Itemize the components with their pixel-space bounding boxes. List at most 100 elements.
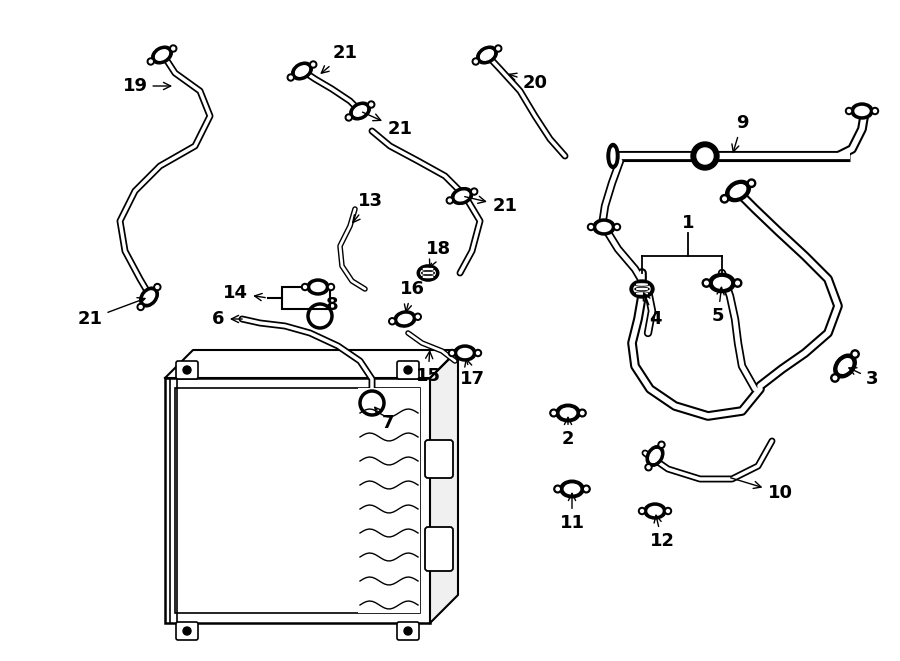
Text: 5: 5 bbox=[712, 288, 724, 325]
Ellipse shape bbox=[307, 279, 329, 295]
Ellipse shape bbox=[497, 47, 500, 50]
Ellipse shape bbox=[658, 442, 665, 448]
Ellipse shape bbox=[302, 284, 309, 290]
Ellipse shape bbox=[346, 114, 352, 121]
FancyBboxPatch shape bbox=[175, 388, 420, 613]
Ellipse shape bbox=[831, 373, 839, 382]
Text: 2: 2 bbox=[562, 417, 574, 448]
Ellipse shape bbox=[552, 411, 555, 414]
Ellipse shape bbox=[747, 179, 756, 188]
Ellipse shape bbox=[560, 480, 584, 498]
Text: 17: 17 bbox=[460, 359, 484, 388]
Ellipse shape bbox=[734, 279, 742, 287]
FancyBboxPatch shape bbox=[397, 622, 419, 640]
Ellipse shape bbox=[422, 268, 435, 270]
Ellipse shape bbox=[423, 276, 433, 278]
Text: 6: 6 bbox=[212, 310, 242, 328]
Ellipse shape bbox=[454, 345, 476, 361]
Ellipse shape bbox=[149, 60, 152, 63]
Ellipse shape bbox=[636, 284, 647, 285]
Ellipse shape bbox=[590, 225, 592, 229]
Ellipse shape bbox=[451, 352, 454, 354]
Text: 4: 4 bbox=[644, 293, 662, 328]
FancyBboxPatch shape bbox=[176, 622, 198, 640]
Ellipse shape bbox=[550, 409, 558, 417]
Ellipse shape bbox=[644, 503, 666, 519]
Polygon shape bbox=[430, 350, 458, 623]
Ellipse shape bbox=[838, 359, 851, 373]
Ellipse shape bbox=[850, 350, 860, 358]
Ellipse shape bbox=[418, 265, 439, 281]
Ellipse shape bbox=[582, 485, 590, 493]
Ellipse shape bbox=[154, 284, 161, 291]
Ellipse shape bbox=[446, 197, 454, 204]
FancyBboxPatch shape bbox=[165, 378, 430, 623]
Ellipse shape bbox=[481, 50, 493, 60]
Ellipse shape bbox=[646, 446, 664, 466]
Ellipse shape bbox=[137, 303, 144, 311]
Ellipse shape bbox=[292, 62, 312, 80]
Ellipse shape bbox=[289, 76, 293, 79]
Ellipse shape bbox=[458, 348, 472, 358]
Text: 12: 12 bbox=[650, 515, 674, 550]
Ellipse shape bbox=[311, 282, 325, 292]
Ellipse shape bbox=[611, 148, 615, 164]
Ellipse shape bbox=[140, 287, 158, 307]
Ellipse shape bbox=[156, 286, 159, 289]
Ellipse shape bbox=[554, 485, 562, 493]
Ellipse shape bbox=[423, 268, 433, 270]
Ellipse shape bbox=[422, 276, 435, 278]
Ellipse shape bbox=[423, 272, 433, 274]
Ellipse shape bbox=[451, 188, 472, 204]
Ellipse shape bbox=[593, 219, 615, 235]
Ellipse shape bbox=[871, 108, 878, 114]
Ellipse shape bbox=[709, 274, 735, 293]
Ellipse shape bbox=[143, 291, 155, 303]
Ellipse shape bbox=[635, 283, 649, 286]
Text: 18: 18 bbox=[426, 240, 451, 267]
Polygon shape bbox=[165, 350, 458, 378]
Ellipse shape bbox=[736, 281, 740, 285]
Ellipse shape bbox=[660, 444, 663, 446]
Ellipse shape bbox=[636, 288, 647, 290]
Ellipse shape bbox=[853, 352, 857, 356]
Ellipse shape bbox=[725, 180, 751, 202]
Ellipse shape bbox=[398, 315, 412, 324]
Ellipse shape bbox=[329, 286, 332, 288]
Ellipse shape bbox=[833, 376, 837, 380]
Ellipse shape bbox=[389, 318, 396, 325]
Ellipse shape bbox=[448, 350, 455, 356]
Ellipse shape bbox=[635, 292, 649, 295]
FancyBboxPatch shape bbox=[397, 361, 419, 379]
Ellipse shape bbox=[714, 278, 731, 288]
Ellipse shape bbox=[477, 46, 498, 64]
Ellipse shape bbox=[328, 284, 335, 290]
Ellipse shape bbox=[833, 354, 856, 378]
Ellipse shape bbox=[580, 411, 584, 414]
Circle shape bbox=[404, 366, 412, 374]
Ellipse shape bbox=[476, 352, 480, 354]
Ellipse shape bbox=[702, 279, 711, 287]
Ellipse shape bbox=[630, 280, 654, 298]
Ellipse shape bbox=[664, 508, 671, 514]
Ellipse shape bbox=[422, 272, 435, 274]
Ellipse shape bbox=[851, 103, 873, 119]
Ellipse shape bbox=[448, 199, 451, 202]
Text: 21: 21 bbox=[321, 44, 357, 73]
Ellipse shape bbox=[391, 320, 393, 323]
FancyBboxPatch shape bbox=[282, 287, 330, 309]
Ellipse shape bbox=[561, 408, 576, 418]
Circle shape bbox=[183, 627, 191, 635]
Text: 21: 21 bbox=[363, 112, 412, 138]
Ellipse shape bbox=[556, 404, 581, 422]
Ellipse shape bbox=[170, 45, 176, 52]
Text: 21: 21 bbox=[77, 297, 145, 328]
Ellipse shape bbox=[641, 510, 644, 512]
Text: 10: 10 bbox=[731, 478, 793, 502]
Circle shape bbox=[183, 366, 191, 374]
Ellipse shape bbox=[647, 466, 650, 469]
Ellipse shape bbox=[303, 286, 307, 288]
Ellipse shape bbox=[156, 50, 168, 60]
Ellipse shape bbox=[368, 101, 374, 108]
Text: 13: 13 bbox=[353, 192, 382, 223]
